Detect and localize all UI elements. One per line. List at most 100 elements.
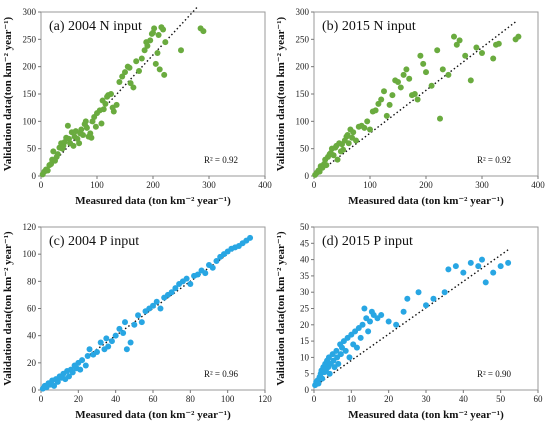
data-point (395, 78, 401, 85)
x-tick-label: 200 (419, 180, 433, 190)
data-point (423, 69, 429, 76)
data-point (247, 234, 254, 241)
data-point (77, 366, 84, 373)
data-point (156, 66, 163, 73)
data-point (345, 140, 352, 147)
y-tick-label: 100 (23, 116, 37, 126)
y-tick-label: 50 (300, 222, 310, 232)
data-point (98, 120, 105, 127)
scatter-panel-a: 0 100 200 300 400 0 50 100 150 200 250 300 (a) 2004 … (2, 6, 272, 207)
data-point (386, 101, 393, 108)
data-point (50, 148, 57, 155)
data-point (367, 126, 373, 133)
data-point (69, 369, 76, 376)
r-squared-label: R² = 0.92 (204, 155, 238, 165)
x-tick-label: 10 (347, 394, 357, 404)
r-squared-label: R² = 0.90 (477, 369, 512, 379)
x-tick-label: 30 (422, 394, 432, 404)
data-point (172, 285, 179, 292)
y-tick-label: 300 (23, 7, 37, 17)
y-tick-label: 60 (27, 304, 37, 314)
data-point (445, 71, 452, 78)
data-point (434, 47, 441, 54)
x-axis-label: Measured data (ton km⁻² year⁻¹) (75, 409, 231, 421)
data-point (420, 60, 427, 67)
data-point (64, 122, 71, 129)
y-tick-label: 0 (32, 171, 37, 181)
scatter-panel-b: 0 100 200 300 400 0 50 100 150 200 250 300 (b) 2015 … (275, 7, 545, 207)
y-tick-label: 250 (23, 34, 37, 44)
y-tick-label: 0 (305, 171, 310, 181)
data-point (100, 106, 107, 113)
r-squared-label: R² = 0.92 (477, 155, 511, 165)
x-tick-label: 0 (39, 394, 44, 404)
y-tick-label: 40 (27, 331, 37, 341)
data-point (123, 346, 130, 353)
data-point (102, 100, 109, 107)
data-point (359, 321, 366, 328)
data-point (357, 334, 364, 341)
data-point (439, 66, 446, 73)
x-tick-label: 60 (534, 394, 544, 404)
panel-title: (c) 2004 P input (49, 234, 139, 249)
data-point (350, 129, 357, 136)
data-point (375, 100, 382, 107)
y-tick-label: 10 (300, 352, 310, 362)
y-axis-label: Validation data(ton km⁻² year⁻¹) (275, 16, 287, 171)
y-tick-label: 0 (305, 385, 310, 395)
data-point (393, 321, 400, 328)
data-point (213, 257, 220, 264)
data-point (136, 68, 142, 75)
r-squared-label: R² = 0.96 (204, 369, 239, 379)
data-point (365, 328, 372, 335)
data-point (335, 360, 342, 367)
data-point (119, 73, 126, 80)
data-point (116, 325, 123, 332)
y-tick-label: 5 (305, 369, 310, 379)
data-point (153, 298, 160, 305)
data-point (82, 362, 89, 369)
data-point (361, 305, 368, 312)
plot-frame (313, 11, 539, 177)
x-tick-label: 0 (312, 394, 317, 404)
x-tick-label: 400 (258, 180, 272, 190)
data-point (51, 382, 58, 389)
data-point (453, 41, 460, 48)
data-point (131, 321, 138, 328)
data-point (151, 25, 158, 32)
y-axis-label: Validation data(ton km⁻² year⁻¹) (275, 231, 287, 386)
data-point (482, 279, 489, 286)
data-point (92, 123, 99, 130)
data-point (333, 347, 340, 354)
data-point (456, 37, 463, 44)
data-point (94, 348, 100, 355)
data-point (411, 91, 418, 97)
data-point (126, 64, 133, 71)
data-point (353, 344, 360, 351)
data-point (120, 329, 127, 336)
data-point (337, 351, 344, 358)
data-point (161, 71, 168, 78)
y-tick-label: 20 (27, 358, 37, 368)
data-point (323, 162, 330, 169)
trend-line (40, 6, 199, 177)
data-point (462, 52, 469, 59)
x-tick-label: 40 (111, 394, 121, 404)
y-tick-label: 150 (296, 89, 310, 99)
trend-line (313, 249, 509, 388)
data-point (441, 289, 448, 296)
y-tick-label: 300 (296, 7, 310, 17)
data-point (378, 96, 385, 103)
data-point (78, 126, 85, 133)
y-tick-label: 200 (296, 62, 310, 72)
x-tick-label: 300 (475, 180, 489, 190)
y-tick-label: 100 (296, 116, 310, 126)
x-tick-label: 0 (39, 180, 44, 190)
data-point (344, 132, 351, 138)
y-tick-label: 35 (300, 271, 310, 281)
data-point (404, 295, 411, 302)
data-point (414, 96, 421, 103)
data-point (497, 263, 504, 270)
data-point (83, 124, 90, 131)
